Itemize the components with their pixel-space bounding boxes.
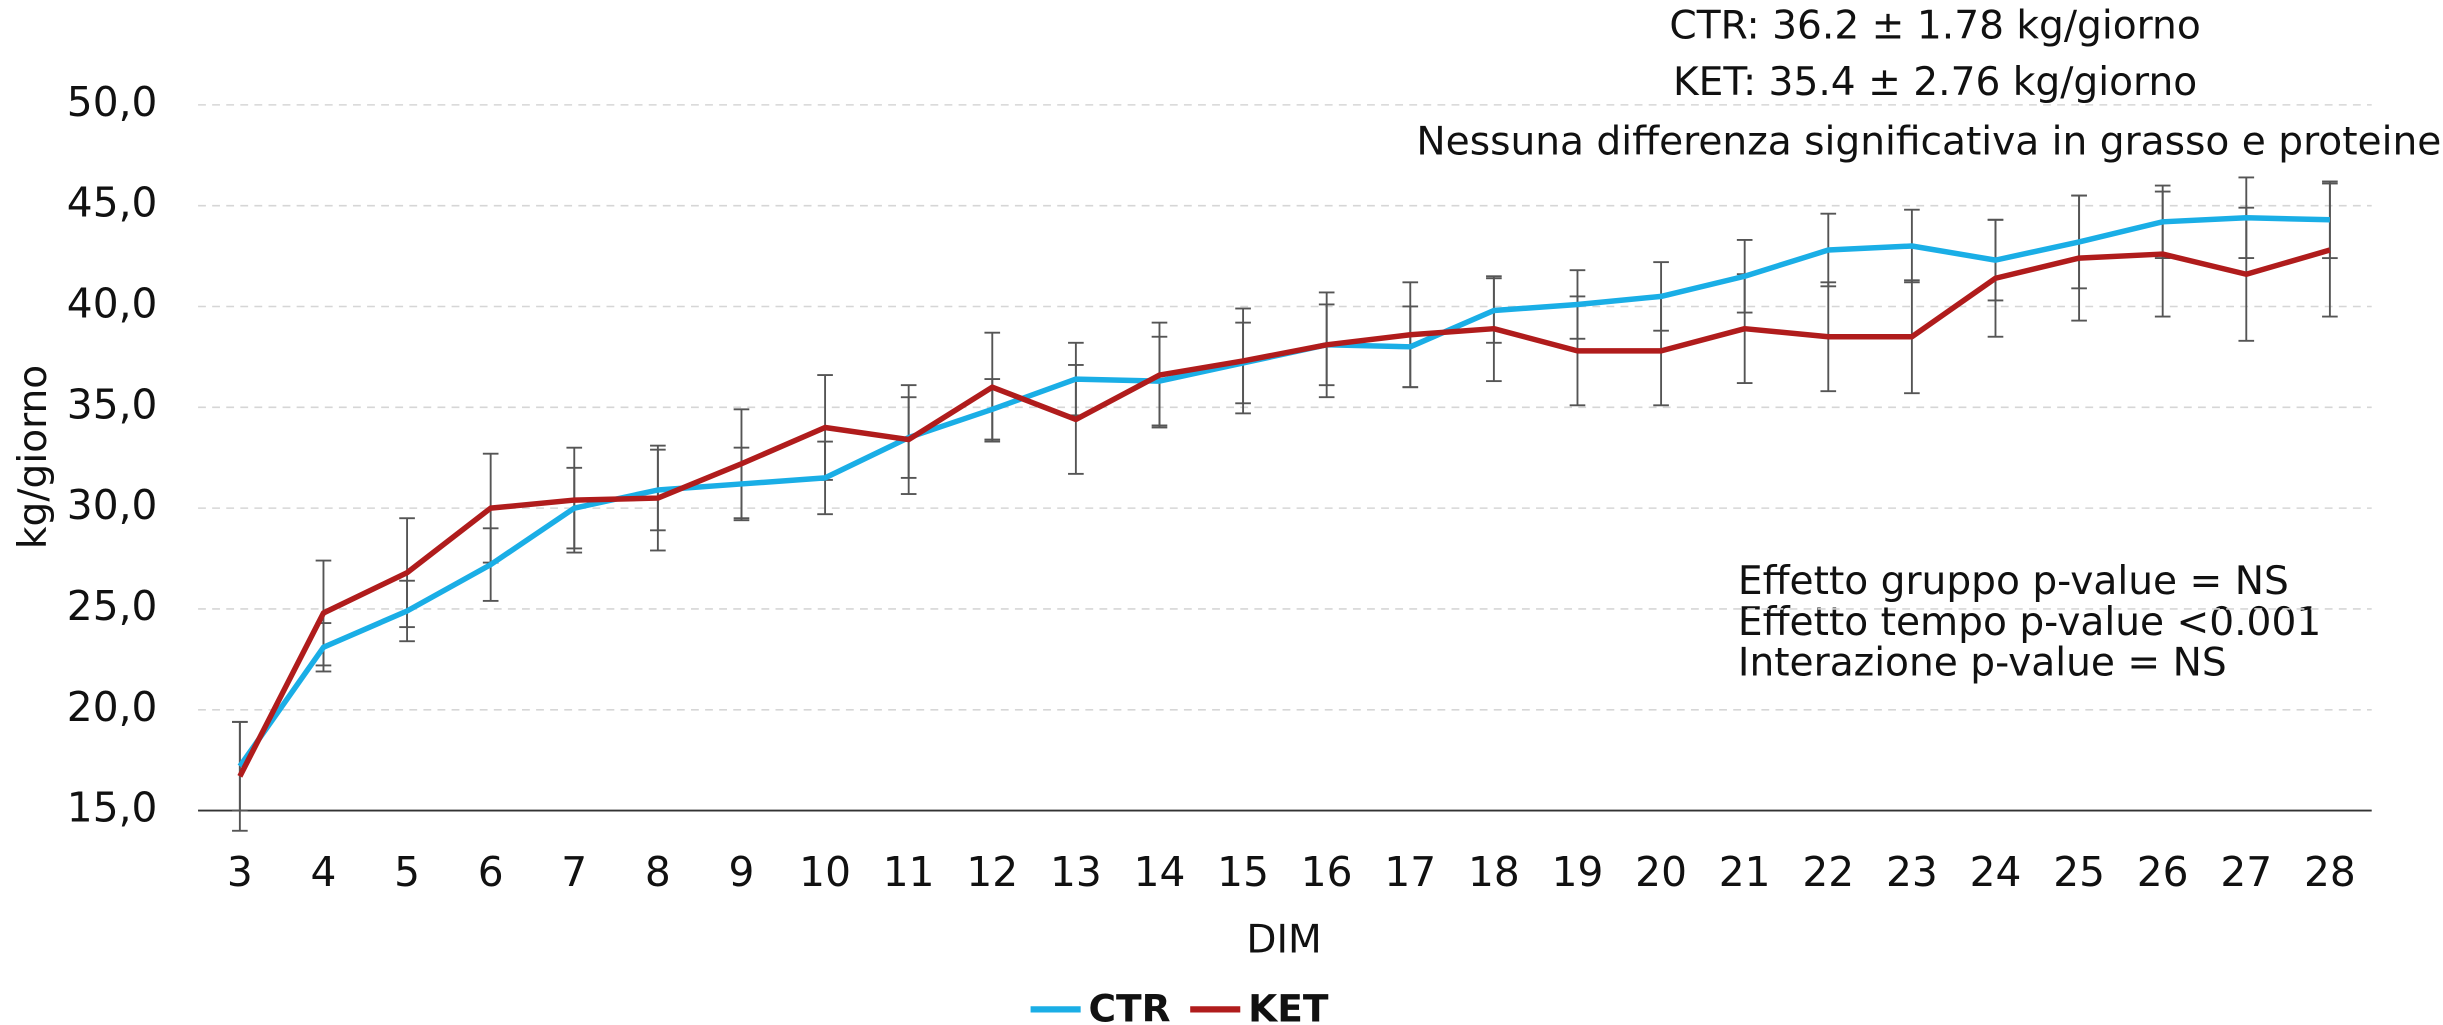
x-tick-label: 20 <box>1635 848 1687 896</box>
y-tick-label: 45,0 <box>67 179 158 227</box>
y-tick-label: 30,0 <box>67 481 158 529</box>
x-tick-label: 7 <box>561 848 587 896</box>
annotation: Interazione p-value = NS <box>1738 641 2227 686</box>
x-tick-label: 16 <box>1301 848 1353 896</box>
x-tick-label: 10 <box>799 848 851 896</box>
x-tick-label: 6 <box>478 848 504 896</box>
x-tick-label: 11 <box>883 848 935 896</box>
y-tick-label: 35,0 <box>67 380 158 428</box>
x-tick-label: 8 <box>645 848 671 896</box>
x-tick-label: 25 <box>2053 848 2105 896</box>
x-tick-label: 27 <box>2220 848 2272 896</box>
x-axis-label: DIM <box>1246 918 1321 963</box>
y-tick-label: 50,0 <box>67 78 158 126</box>
y-tick-label: 20,0 <box>67 683 158 731</box>
x-tick-label: 5 <box>394 848 420 896</box>
x-tick-label: 21 <box>1719 848 1771 896</box>
y-tick-label: 40,0 <box>67 279 158 327</box>
x-tick-label: 19 <box>1552 848 1604 896</box>
x-tick-label: 15 <box>1217 848 1269 896</box>
legend-label: CTR <box>1088 986 1170 1025</box>
y-axis-label: kg/giorno <box>11 365 56 549</box>
x-tick-label: 18 <box>1468 848 1520 896</box>
x-tick-label: 23 <box>1886 848 1938 896</box>
x-tick-label: 22 <box>1802 848 1854 896</box>
error-bar <box>232 720 248 832</box>
y-tick-label: 15,0 <box>67 784 158 832</box>
x-tick-label: 13 <box>1050 848 1102 896</box>
x-tick-label: 17 <box>1384 848 1436 896</box>
x-tick-label: 4 <box>311 848 337 896</box>
x-tick-label: 26 <box>2137 848 2189 896</box>
x-tick-label: 14 <box>1134 848 1186 896</box>
annotation: Effetto tempo p-value <0.001 <box>1738 600 2321 645</box>
legend-label: KET <box>1248 986 1329 1025</box>
x-tick-label: 3 <box>227 848 253 896</box>
annotation: Effetto gruppo p-value = NS <box>1738 559 2289 604</box>
x-tick-label: 9 <box>729 848 755 896</box>
x-tick-label: 12 <box>966 848 1018 896</box>
annotation: Nessuna differenza significativa in gras… <box>1416 119 2443 164</box>
y-tick-label: 25,0 <box>67 582 158 630</box>
annotation: KET: 35.4 ± 2.76 kg/giorno <box>1673 60 2197 105</box>
series-line <box>237 247 2331 778</box>
annotation: CTR: 36.2 ± 1.78 kg/giorno <box>1669 4 2200 49</box>
x-tick-label: 28 <box>2304 848 2356 896</box>
x-tick-label: 24 <box>1970 848 2022 896</box>
